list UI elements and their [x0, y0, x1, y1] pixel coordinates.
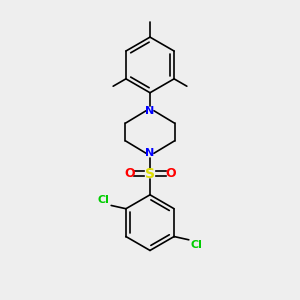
- Text: Cl: Cl: [98, 195, 109, 205]
- Text: Cl: Cl: [191, 241, 203, 250]
- Text: N: N: [146, 148, 154, 158]
- Text: N: N: [146, 106, 154, 116]
- Text: S: S: [145, 167, 155, 181]
- Text: O: O: [165, 167, 175, 180]
- Text: O: O: [124, 167, 135, 180]
